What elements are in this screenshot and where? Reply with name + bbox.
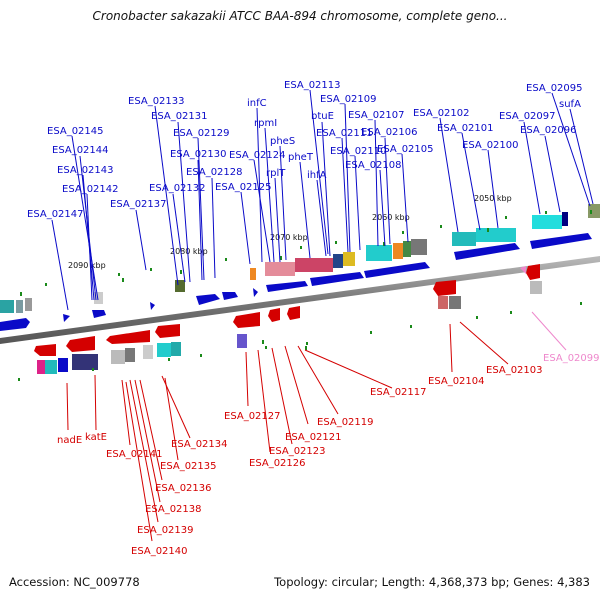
gene-label: ESA_02099 [543,353,600,364]
gene-label: ESA_02145 [47,126,104,137]
gene-label: ESA_02107 [348,110,405,121]
kbp-label: 2090 kbp [68,261,106,270]
reverse-feature-blocks [37,281,542,374]
kbp-ticks [18,210,592,381]
bottom-leader-lines [66,321,509,542]
gene-label: ESA_02130 [170,149,227,160]
gene-label: ESA_02140 [131,546,188,557]
map-title: Cronobacter sakazakii ATCC BAA-894 chrom… [92,9,508,23]
gene-label: ESA_02131 [151,111,208,122]
gene-label: ESA_02111 [316,128,373,139]
gene-label: ESA_02102 [413,108,470,119]
gene-label: ESA_02137 [110,199,167,210]
gene-label: ESA_02133 [128,96,185,107]
gene-label: ESA_02097 [499,111,556,122]
gene-label: ESA_02105 [377,144,434,155]
gene-label: btuE [311,111,334,122]
gene-label: ESA_02126 [249,458,306,469]
gene-label: ESA_02136 [155,483,212,494]
bottom-gene-labels[interactable]: nadE katE ESA_02141 ESA_02134 ESA_02135 … [57,353,600,557]
gene-label: rplT [266,168,286,179]
gene-label: infC [247,98,267,109]
accession-text: Accession: NC_009778 [9,575,140,589]
gene-label: ESA_02103 [486,365,543,376]
gene-label: ESA_02117 [370,387,427,398]
gene-label: ESA_02109 [320,94,377,105]
gene-label: rpmI [254,118,277,129]
top-leader-lines [51,89,594,311]
highlight-leader-line [531,311,567,351]
forward-genes[interactable] [0,233,592,331]
gene-label: pheS [270,136,295,147]
gene-label: ESA_02123 [269,446,326,457]
gene-label: ESA_02110 [330,146,387,157]
gene-label: ESA_02143 [57,165,114,176]
gene-label: ESA_02125 [215,182,272,193]
gene-label: ESA_02108 [345,160,402,171]
kbp-label: 2060 kbp [372,213,410,222]
reverse-genes[interactable] [34,264,540,356]
chromosome-backbone [0,256,600,344]
gene-label: ESA_02100 [462,140,519,151]
gene-label: ihfA [307,170,327,181]
genome-summary-text: Topology: circular; Length: 4,368,373 bp… [274,575,590,589]
gene-label: ESA_02141 [106,449,163,460]
gene-label: ESA_02095 [526,83,583,94]
gene-label: ESA_02147 [27,209,84,220]
gene-label: ESA_02101 [437,123,494,134]
gene-label: katE [85,432,107,443]
gene-label: ESA_02113 [284,80,341,91]
gene-label: ESA_02127 [224,411,281,422]
gene-label: ESA_02124 [229,150,286,161]
gene-label: nadE [57,435,82,446]
kbp-label: 2070 kbp [270,233,308,242]
gene-label: ESA_02119 [317,417,374,428]
gene-label: pheT [288,152,314,163]
top-gene-labels[interactable]: ESA_02145 ESA_02144 ESA_02143 ESA_02142 … [27,80,583,220]
forward-feature-blocks [0,204,600,313]
gene-label: ESA_02138 [145,504,202,515]
gene-label: ESA_02139 [137,525,194,536]
kbp-labels: 2090 kbp 2080 kbp 2070 kbp 2060 kbp 2050… [68,194,512,270]
gene-label: ESA_02128 [186,167,243,178]
gene-label: ESA_02132 [149,183,206,194]
kbp-label: 2080 kbp [170,247,208,256]
gene-label: sufA [559,99,581,110]
gene-label: ESA_02096 [520,125,577,136]
kbp-label: 2050 kbp [474,194,512,203]
gene-label: ESA_02144 [52,145,109,156]
gene-label: ESA_02142 [62,184,119,195]
gene-label: ESA_02129 [173,128,230,139]
gene-label: ESA_02135 [160,461,217,472]
gene-label: ESA_02106 [361,127,418,138]
gene-label: ESA_02104 [428,376,485,387]
gene-label: ESA_02134 [171,439,228,450]
gene-label: ESA_02121 [285,432,342,443]
